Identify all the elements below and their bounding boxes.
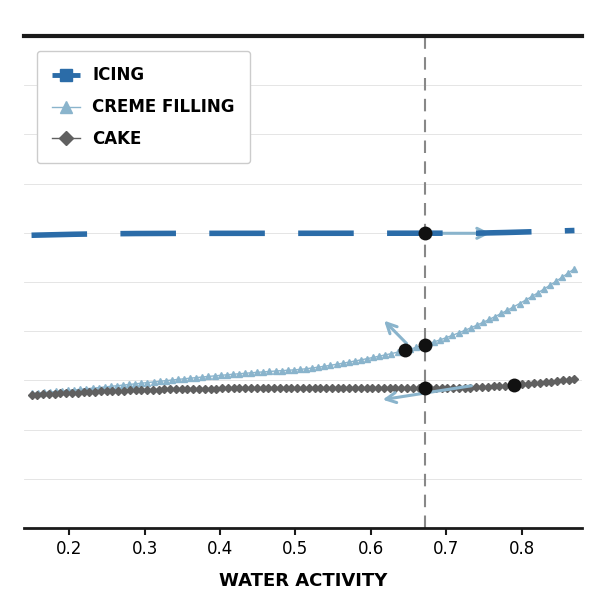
Legend: ICING, CREME FILLING, CAKE: ICING, CREME FILLING, CAKE <box>37 51 250 163</box>
X-axis label: WATER ACTIVITY: WATER ACTIVITY <box>219 572 387 590</box>
